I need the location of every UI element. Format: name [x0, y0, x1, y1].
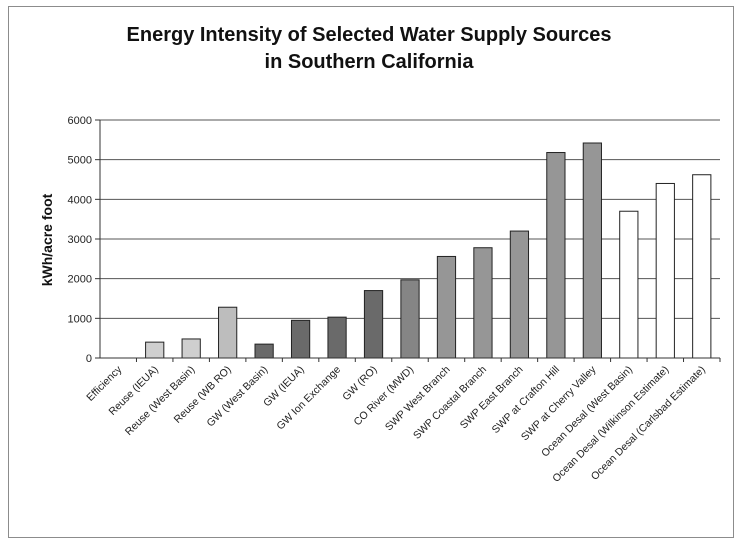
bar: [509, 230, 530, 359]
bar: [692, 174, 712, 359]
y-tick-label: 1000: [68, 313, 92, 325]
axes: [99, 120, 721, 362]
y-tick-label: 3000: [68, 234, 92, 246]
bar: [327, 316, 347, 359]
x-tick-label: Reuse (West Basin): [123, 364, 197, 438]
bar: [436, 255, 457, 359]
bar: [181, 338, 201, 359]
bar: [363, 290, 384, 359]
gridlines: [95, 119, 720, 359]
bar: [290, 319, 311, 359]
bar: [473, 247, 493, 359]
y-tick-label: 0: [86, 353, 92, 365]
y-axis-label: kWh/acre foot: [39, 193, 55, 286]
y-tick-label: 4000: [68, 194, 92, 206]
bar: [582, 142, 602, 359]
y-tick-label: 2000: [68, 274, 92, 286]
y-tick-label: 5000: [68, 155, 92, 167]
bars: [145, 142, 712, 359]
x-tick-label: SWP West Branch: [383, 364, 453, 434]
chart-title-line2: in Southern California: [264, 51, 474, 73]
bar: [619, 210, 639, 359]
chart-frame: [8, 6, 734, 538]
bar: [218, 306, 238, 359]
x-tick-label: GW Ion Exchange: [274, 364, 343, 433]
chart-title: Energy Intensity of Selected Water Suppl…: [0, 22, 738, 76]
bar: [145, 341, 165, 359]
y-tick-labels: 0 1000 2000 3000 4000 5000 6000: [68, 115, 92, 365]
x-tick-label: SWP East Branch: [458, 364, 526, 432]
bar: [655, 182, 675, 359]
bar: [400, 279, 420, 359]
bar: [254, 343, 274, 359]
chart-title-line1: Energy Intensity of Selected Water Suppl…: [126, 24, 612, 46]
bar: [546, 152, 566, 359]
y-tick-label: 6000: [68, 115, 92, 127]
x-tick-label: SWP at Crafton Hill: [490, 364, 562, 436]
